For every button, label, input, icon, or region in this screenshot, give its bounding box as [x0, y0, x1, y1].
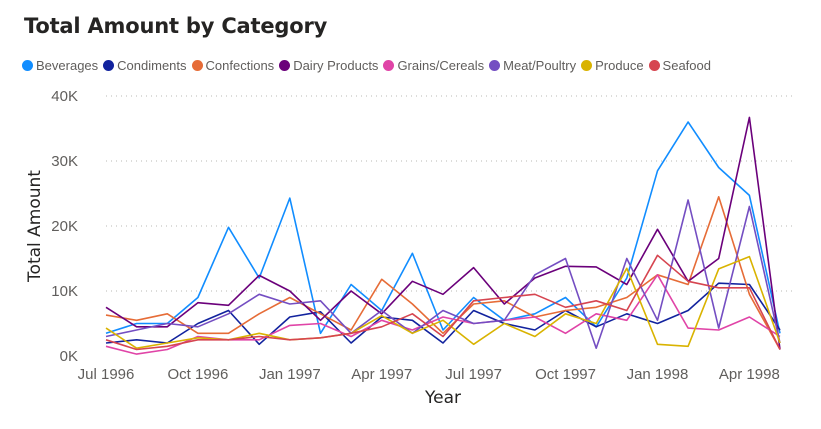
legend-label: Confections — [205, 58, 275, 73]
legend-label: Beverages — [36, 58, 99, 73]
series-line-beverages[interactable] — [105, 121, 781, 335]
series-line-produce[interactable] — [105, 255, 781, 350]
x-tick-label: Apr 1998 — [719, 366, 780, 383]
series-line-meat-poultry[interactable] — [105, 199, 781, 350]
legend-label: Grains/Cereals — [397, 58, 485, 73]
legend-item[interactable]: Grains/Cereals — [383, 58, 484, 73]
gridlines — [106, 95, 792, 292]
x-tick-label: Jul 1997 — [445, 366, 502, 383]
legend-marker-icon — [581, 60, 593, 71]
x-axis-ticks: Jul 1996 Oct 1996 Jan 1997 Apr 1997 Jul 1997… — [78, 366, 780, 383]
x-tick-label: Jul 1996 — [78, 366, 135, 383]
legend-item[interactable]: Condiments — [103, 58, 187, 73]
legend-item[interactable]: Confections — [191, 58, 275, 73]
legend-marker-icon — [103, 60, 115, 71]
x-tick-label: Oct 1997 — [535, 366, 596, 383]
y-tick-label: 20K — [51, 218, 78, 235]
legend-marker-icon — [383, 60, 395, 71]
legend-label: Seafood — [662, 58, 711, 73]
legend-marker-icon — [22, 60, 33, 71]
legend-label: Dairy Products — [293, 58, 379, 73]
legend-item[interactable]: Meat/Poultry — [489, 58, 576, 73]
legend-item[interactable]: Dairy Products — [279, 58, 378, 73]
legend-label: Meat/Poultry — [503, 58, 577, 73]
legend-item[interactable]: Seafood — [648, 58, 711, 73]
legend-item[interactable]: Produce — [581, 58, 644, 73]
y-tick-label: 0K — [60, 348, 78, 365]
y-axis-ticks: 0K 10K 20K 30K 40K — [51, 88, 78, 365]
legend-marker-icon — [279, 60, 291, 71]
legend-marker-icon — [648, 60, 660, 71]
y-axis-title: Total Amount — [25, 170, 45, 283]
series-line-seafood[interactable] — [105, 254, 781, 351]
legend-marker-icon — [191, 60, 203, 71]
legend-label: Produce — [595, 58, 644, 73]
series-line-condiments[interactable] — [105, 282, 781, 346]
chart-title: Total Amount by Category — [24, 14, 328, 38]
legend-label: Condiments — [117, 58, 187, 73]
y-tick-label: 40K — [51, 88, 78, 105]
x-tick-label: Apr 1997 — [351, 366, 412, 383]
legend-item[interactable]: Beverages — [22, 58, 98, 73]
series-line-dairy-products[interactable] — [105, 116, 781, 350]
y-tick-label: 30K — [51, 153, 78, 170]
x-axis-title: Year — [424, 388, 461, 408]
legend-marker-icon — [489, 60, 501, 71]
x-tick-label: Oct 1996 — [167, 366, 228, 383]
chart-legend: Beverages Condiments Confections Dairy Prod… — [22, 58, 716, 73]
x-tick-label: Jan 1998 — [627, 366, 689, 383]
x-tick-label: Jan 1997 — [259, 366, 321, 383]
series-lines — [105, 116, 781, 355]
y-tick-label: 10K — [51, 283, 78, 300]
